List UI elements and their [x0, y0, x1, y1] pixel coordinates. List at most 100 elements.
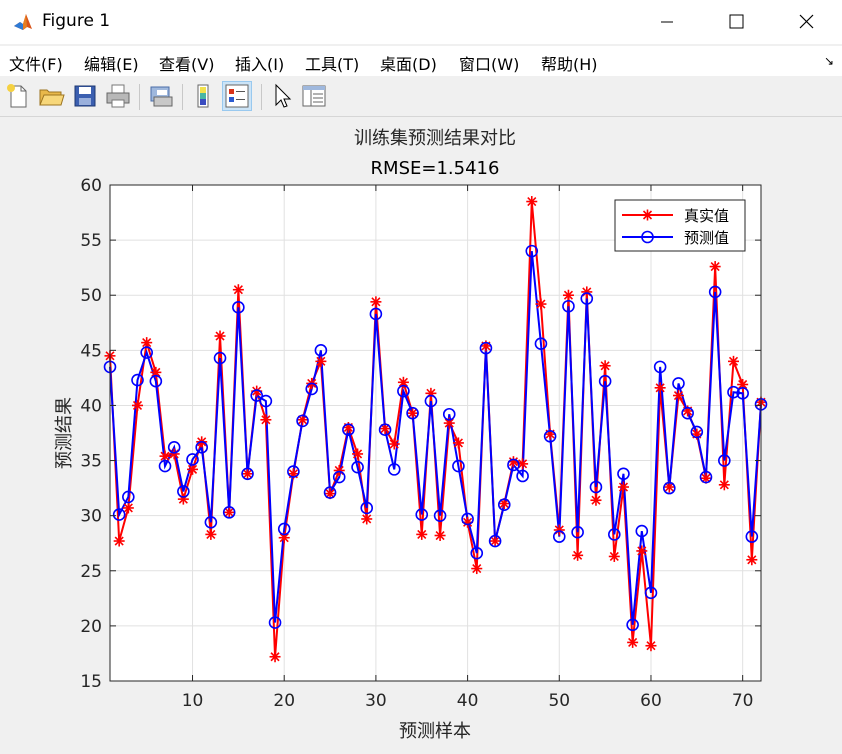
property-inspector-button[interactable]: [299, 81, 329, 111]
y-axis-label: 预测结果: [54, 397, 75, 469]
predicted-point: [241, 467, 254, 481]
true-point: [434, 530, 446, 542]
true-point: [727, 355, 739, 367]
y-tick-label: 60: [80, 176, 102, 196]
x-tick-label: 20: [273, 691, 295, 711]
true-point: [535, 298, 547, 310]
true-point: [269, 651, 281, 663]
predicted-point: [699, 470, 713, 484]
true-point: [599, 360, 611, 372]
predicted-point: [607, 528, 621, 541]
true-point: [205, 528, 217, 540]
true-point: [590, 494, 602, 506]
predicted-point: [186, 453, 199, 466]
y-tick-label: 25: [80, 562, 102, 582]
predicted-point: [397, 384, 410, 398]
predicted-point: [543, 430, 557, 443]
menu-edit[interactable]: 编辑(E): [84, 55, 139, 74]
true-point: [645, 640, 657, 652]
predicted-point: [452, 459, 465, 473]
true-point: [223, 506, 235, 518]
new-file-button[interactable]: [3, 81, 33, 111]
menu-insert[interactable]: 插入(I): [235, 55, 285, 74]
true-point: [361, 513, 373, 525]
minimize-button[interactable]: [632, 0, 702, 44]
y-tick-label: 55: [80, 231, 102, 251]
legend-label-true: 真实值: [684, 207, 729, 225]
true-point: [242, 468, 254, 480]
figure-canvas[interactable]: 10 20 30 40 50 60 70 15 20 25 30 35 40 45 50 55 60 训练集预测…: [0, 117, 842, 750]
y-tick-label: 20: [80, 617, 102, 637]
predicted-point: [112, 508, 126, 521]
x-tick-label: 70: [732, 691, 754, 711]
property-inspector-icon: [302, 85, 326, 107]
true-point: [232, 284, 244, 296]
print-preview-button[interactable]: [146, 81, 176, 111]
x-tick-label: 60: [640, 691, 662, 711]
predicted-point: [131, 373, 144, 387]
predicted-point: [323, 486, 337, 499]
dock-arrow-icon[interactable]: ↘: [823, 54, 834, 68]
predicted-point: [158, 459, 172, 473]
edit-plot-button[interactable]: [267, 81, 297, 111]
x-tick-label: 10: [182, 691, 204, 711]
predicted-point: [672, 377, 685, 390]
predicted-point: [690, 425, 704, 439]
predicted-point: [305, 382, 319, 396]
maximize-button[interactable]: [702, 0, 772, 44]
true-point: [315, 355, 327, 367]
chart-title: 训练集预测结果对比: [354, 128, 516, 149]
predicted-point: [571, 525, 584, 539]
predicted-point: [635, 524, 649, 538]
predicted-point: [149, 374, 163, 388]
predicted-point: [332, 470, 346, 484]
close-button[interactable]: [772, 0, 842, 44]
menu-bar: 文件(F) 编辑(E) 查看(V) 插入(I) 工具(T) 桌面(D) 窗口(W…: [0, 46, 842, 76]
x-axis-label: 预测样本: [399, 721, 471, 742]
predicted-point: [442, 407, 456, 421]
predicted-point: [424, 394, 438, 408]
predicted-point: [681, 406, 694, 420]
true-point: [627, 636, 639, 648]
predicted-point: [461, 512, 474, 526]
menu-help[interactable]: 帮助(H): [541, 55, 598, 74]
open-button[interactable]: [36, 81, 66, 111]
menu-view[interactable]: 查看(V): [159, 55, 215, 74]
true-point: [260, 414, 272, 426]
predicted-point: [287, 465, 300, 478]
toolbar-separator: [182, 84, 183, 110]
menu-tools[interactable]: 工具(T): [305, 55, 360, 74]
insert-colorbar-button[interactable]: [189, 81, 219, 111]
true-point: [214, 330, 226, 342]
predicted-point: [479, 341, 493, 355]
predicted-point: [250, 389, 264, 402]
menu-file[interactable]: 文件(F): [9, 55, 63, 74]
x-tick-label: 40: [457, 691, 479, 711]
chart-legend[interactable]: 真实值 预测值: [614, 199, 746, 252]
predicted-point: [562, 299, 575, 313]
true-point: [608, 550, 620, 562]
true-point: [122, 502, 134, 514]
axes-box: [109, 184, 762, 682]
predicted-point: [167, 441, 181, 454]
maximize-icon: [729, 14, 744, 29]
menu-window[interactable]: 窗口(W): [459, 55, 520, 74]
legend-pred-marker: [641, 230, 654, 244]
save-button[interactable]: [70, 81, 100, 111]
insert-legend-button[interactable]: [222, 81, 252, 111]
predicted-point: [433, 509, 447, 522]
true-point: [471, 563, 483, 575]
predicted-point: [177, 485, 190, 498]
predicted-point: [140, 346, 153, 359]
predicted-point: [516, 469, 529, 483]
y-tick-label: 45: [80, 341, 102, 361]
menu-desktop[interactable]: 桌面(D): [380, 55, 437, 74]
true-point: [379, 423, 391, 435]
print-button[interactable]: [103, 81, 133, 111]
predicted-point: [351, 460, 364, 474]
true-point: [636, 545, 648, 557]
predicted-point: [406, 406, 419, 420]
window-title: Figure 1: [42, 11, 111, 31]
true-point: [187, 463, 199, 475]
x-tick-label: 30: [365, 691, 387, 711]
